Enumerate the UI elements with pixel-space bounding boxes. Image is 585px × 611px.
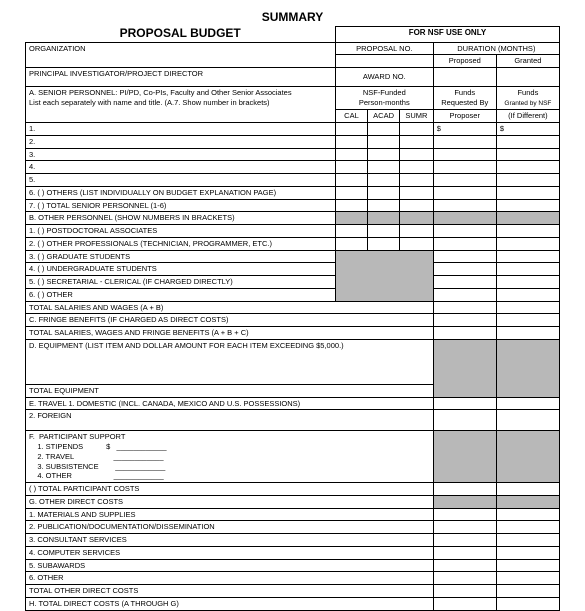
row-g6: 6. OTHER — [26, 572, 434, 585]
organization-label: ORGANIZATION — [26, 42, 336, 68]
row-a4[interactable]: 4. — [26, 161, 336, 174]
row-b5: 5. ( ) SECRETARIAL - CLERICAL (IF CHARGE… — [26, 276, 336, 289]
proposer-col: Proposer — [433, 110, 496, 123]
row-b1: 1. ( ) POSTDOCTORAL ASSOCIATES — [26, 225, 336, 238]
proposal-no-value[interactable] — [335, 55, 433, 68]
ifdiff-col: (If Different) — [496, 110, 559, 123]
section-d: D. EQUIPMENT (LIST ITEM AND DOLLAR AMOUN… — [26, 339, 434, 384]
granted-label: Granted — [496, 55, 559, 68]
row-a5[interactable]: 5. — [26, 174, 336, 187]
nsf-use-box: FOR NSF USE ONLY — [335, 26, 559, 42]
dollar1: $ — [433, 123, 496, 136]
row-b6: 6. ( ) OTHER — [26, 288, 336, 301]
section-b: B. OTHER PERSONNEL (SHOW NUMBERS IN BRAC… — [26, 212, 336, 225]
row-g4: 4. COMPUTER SERVICES — [26, 546, 434, 559]
g-total: TOTAL OTHER DIRECT COSTS — [26, 585, 434, 598]
row-a2[interactable]: 2. — [26, 135, 336, 148]
funds-granted: FundsGranted by NSF — [496, 87, 559, 110]
section-e: E. TRAVEL 1. DOMESTIC (INCL. CANADA, MEX… — [26, 397, 434, 410]
row-e2: 2. FOREIGN — [26, 410, 434, 431]
row-a1[interactable]: 1. — [26, 123, 336, 136]
title-summary: SUMMARY — [26, 10, 560, 26]
section-g: G. OTHER DIRECT COSTS — [26, 495, 434, 508]
total-salaries: TOTAL SALARIES AND WAGES (A + B) — [26, 301, 434, 314]
total-equipment: TOTAL EQUIPMENT — [26, 384, 434, 397]
row-g2: 2. PUBLICATION/DOCUMENTATION/DISSEMINATI… — [26, 521, 434, 534]
row-g5: 5. SUBAWARDS — [26, 559, 434, 572]
funds-requested: FundsRequested By — [433, 87, 496, 110]
section-a: A. SENIOR PERSONNEL: PI/PD, Co-PIs, Facu… — [26, 87, 336, 123]
proposal-no-label: PROPOSAL NO. — [335, 42, 433, 55]
row-b2: 2. ( ) OTHER PROFESSIONALS (TECHNICIAN, … — [26, 237, 336, 250]
row-a7: 7. ( ) TOTAL SENIOR PERSONNEL (1-6) — [26, 199, 336, 212]
pi-label: PRINCIPAL INVESTIGATOR/PROJECT DIRECTOR — [26, 68, 336, 87]
nsf-funded: NSF-FundedPerson-months — [335, 87, 433, 110]
budget-form: SUMMARY PROPOSAL BUDGET FOR NSF USE ONLY… — [25, 10, 560, 611]
section-c: C. FRINGE BENEFITS (IF CHARGED AS DIRECT… — [26, 314, 434, 327]
row-b3: 3. ( ) GRADUATE STUDENTS — [26, 250, 336, 263]
duration-label: DURATION (MONTHS) — [433, 42, 559, 55]
row-g3: 3. CONSULTANT SERVICES — [26, 534, 434, 547]
granted-value[interactable] — [496, 68, 559, 87]
proposed-value[interactable] — [433, 68, 496, 87]
proposed-label: Proposed — [433, 55, 496, 68]
title-budget: PROPOSAL BUDGET — [26, 26, 335, 42]
row-a3[interactable]: 3. — [26, 148, 336, 161]
row-g1: 1. MATERIALS AND SUPPLIES — [26, 508, 434, 521]
total-swf: TOTAL SALARIES, WAGES AND FRINGE BENEFIT… — [26, 327, 434, 340]
cal-col: CAL — [335, 110, 367, 123]
section-h: H. TOTAL DIRECT COSTS (A THROUGH G) — [26, 597, 434, 610]
f-total: ( ) TOTAL PARTICIPANT COSTS — [26, 483, 434, 496]
row-b4: 4. ( ) UNDERGRADUATE STUDENTS — [26, 263, 336, 276]
award-no-label: AWARD NO. — [335, 68, 433, 87]
acad-col: ACAD — [368, 110, 400, 123]
section-f: F. PARTICIPANT SUPPORT 1. STIPENDS $ ___… — [26, 431, 434, 483]
row-a6: 6. ( ) OTHERS (LIST INDIVIDUALLY ON BUDG… — [26, 186, 336, 199]
sumr-col: SUMR — [400, 110, 434, 123]
